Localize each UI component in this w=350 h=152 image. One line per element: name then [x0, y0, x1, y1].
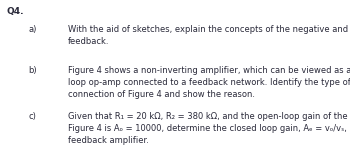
- Text: a): a): [29, 25, 37, 34]
- Text: Q4.: Q4.: [6, 7, 24, 16]
- Text: Figure 4 shows a non-inverting amplifier, which can be viewed as an open-
loop o: Figure 4 shows a non-inverting amplifier…: [68, 66, 350, 99]
- Text: Given that R₁ = 20 kΩ, R₂ = 380 kΩ, and the open-loop gain of the op-amp in
Figu: Given that R₁ = 20 kΩ, R₂ = 380 kΩ, and …: [68, 112, 350, 145]
- Text: b): b): [29, 66, 37, 75]
- Text: With the aid of sketches, explain the concepts of the negative and positive
feed: With the aid of sketches, explain the co…: [68, 25, 350, 46]
- Text: c): c): [29, 112, 37, 121]
